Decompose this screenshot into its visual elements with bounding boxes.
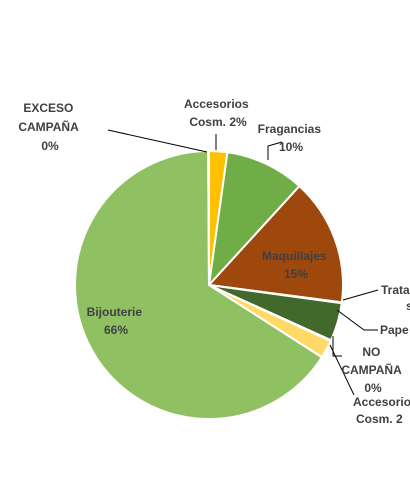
pie-slices [74, 149, 344, 420]
label-bijouterie: Bijouterie 66% [87, 305, 146, 337]
pie-slice-maquillajes-2 [208, 185, 344, 304]
leader-line-no-campana [332, 336, 342, 357]
label-fragancias: Fragancias 10% [258, 122, 325, 154]
pie-slice-exceso-campana-8 [207, 149, 210, 286]
label-accesorio-cosm-bottom: Accesorio Cosm. 2 [353, 395, 410, 426]
leader-line-pape [336, 309, 378, 331]
label-maquillajes: Maquillajes 15% [262, 249, 330, 281]
leader-line-accesorio-bottom [329, 344, 355, 396]
label-exceso-campana: EXCESO CAMPAÑA 0% [18, 101, 81, 153]
leader-lines [107, 129, 379, 396]
leader-line-fragancias [267, 141, 283, 160]
label-accesorios-cosm-top: Accesorios Cosm. 2% [184, 97, 252, 129]
label-pape: Pape [380, 323, 409, 337]
label-no-campana: NO CAMPAÑA 0% [341, 345, 404, 395]
pie-slice-bijouterie-7 [74, 150, 323, 420]
leader-line-exceso [107, 129, 208, 153]
label-trata: Trata s [381, 283, 410, 313]
slice-labels: EXCESO CAMPAÑA 0% Accesorios Cosm. 2% Fr… [18, 97, 410, 426]
leader-line-trata [342, 289, 379, 301]
pie-slice-fragancias-1 [208, 151, 301, 286]
